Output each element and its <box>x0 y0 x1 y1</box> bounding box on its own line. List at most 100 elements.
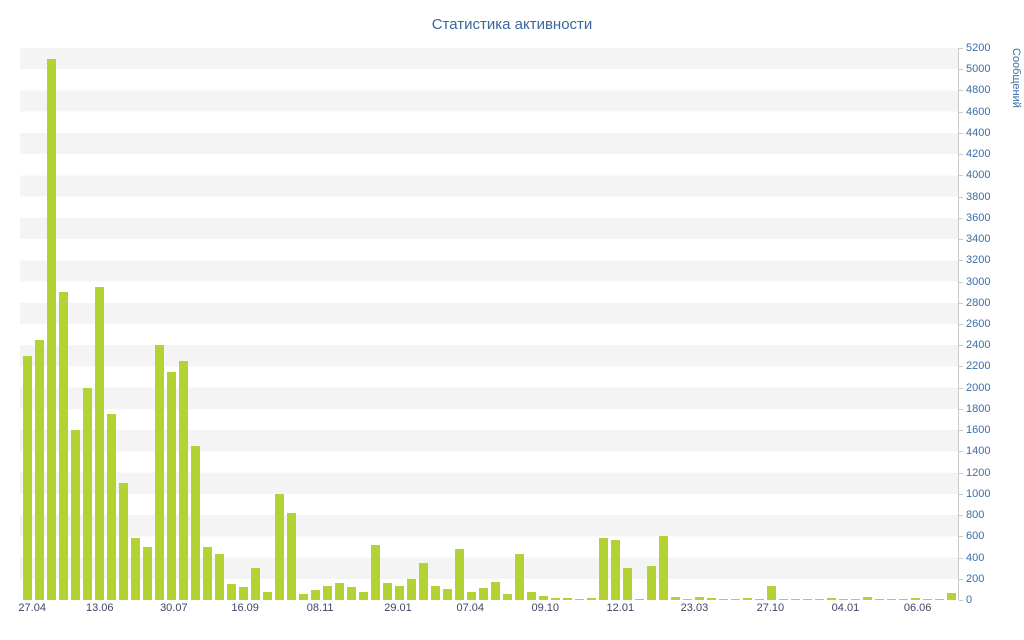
y-tick-mark <box>959 175 963 177</box>
bar <box>250 568 260 600</box>
bar <box>298 593 308 600</box>
bar <box>838 599 848 600</box>
bar <box>646 566 656 600</box>
y-tick-label: 200 <box>966 572 985 585</box>
x-tick-label: 07.04 <box>456 602 484 614</box>
y-tick-label: 3800 <box>966 190 991 203</box>
y-tick-mark <box>959 196 963 198</box>
bar <box>478 588 488 600</box>
bar <box>274 493 284 600</box>
bar <box>934 598 944 600</box>
y-tick-label: 4800 <box>966 84 991 97</box>
y-tick-mark <box>959 451 963 453</box>
y-tick-mark <box>959 430 963 432</box>
y-tick-mark <box>959 472 963 474</box>
y-tick-label: 1600 <box>966 424 991 437</box>
bar <box>442 589 452 600</box>
bar <box>622 568 632 600</box>
x-tick-label: 08.11 <box>306 602 334 614</box>
bar <box>658 536 668 600</box>
y-tick-label: 4400 <box>966 126 991 139</box>
y-tick-mark <box>959 536 963 538</box>
y-tick-mark <box>959 324 963 325</box>
bar <box>862 596 872 600</box>
bar <box>286 512 296 600</box>
bar <box>514 554 524 600</box>
bar <box>214 554 224 600</box>
y-tick-mark <box>959 48 963 49</box>
bar <box>826 597 836 600</box>
bar <box>370 544 380 600</box>
bar <box>490 581 500 600</box>
bar <box>22 355 32 600</box>
y-tick-label: 2600 <box>966 318 991 330</box>
bars <box>20 48 958 600</box>
bar <box>334 583 344 600</box>
y-tick-label: 5200 <box>966 42 991 54</box>
y-tick-label: 5000 <box>966 63 991 76</box>
bar <box>766 586 776 600</box>
y-tick-mark <box>959 578 963 580</box>
bar <box>550 597 560 600</box>
y-tick-mark <box>959 600 963 601</box>
x-tick-label: 29.01 <box>384 602 412 614</box>
x-tick-label: 12.01 <box>606 602 635 614</box>
bar <box>910 597 920 600</box>
bar <box>610 539 620 600</box>
y-tick-mark <box>959 217 963 219</box>
x-tick-label: 16.09 <box>231 602 259 614</box>
bar <box>322 586 332 600</box>
bar <box>886 598 896 600</box>
y-tick-mark <box>959 408 963 410</box>
y-tick-mark <box>959 132 963 134</box>
bar <box>538 595 548 600</box>
y-tick-mark <box>959 493 963 495</box>
y-tick-mark <box>959 281 963 283</box>
bar <box>598 538 608 600</box>
y-tick-mark <box>959 557 963 559</box>
x-tick-label: 09.10 <box>531 602 560 614</box>
bar <box>586 597 596 600</box>
y-tick-label: 1800 <box>966 402 991 415</box>
y-tick-mark <box>959 90 963 92</box>
y-tick-mark <box>959 69 963 71</box>
bar <box>562 597 572 600</box>
bar <box>226 584 236 600</box>
y-tick-label: 2200 <box>966 360 991 373</box>
bar <box>130 538 140 600</box>
bar <box>166 371 176 600</box>
bar <box>706 597 716 600</box>
bar <box>670 596 680 600</box>
bar <box>34 339 44 600</box>
bar <box>310 590 320 600</box>
x-tick-label: 04.01 <box>831 602 860 614</box>
y-tick-mark <box>959 387 963 389</box>
bar <box>190 446 200 600</box>
bar <box>46 58 56 600</box>
bar <box>682 598 692 600</box>
x-tick-label: 27.10 <box>756 602 785 614</box>
bar <box>730 598 740 600</box>
y-tick-mark <box>959 111 963 113</box>
bar <box>814 598 824 600</box>
y-tick-label: 0 <box>966 594 973 606</box>
bar <box>778 598 788 600</box>
bar <box>70 430 80 600</box>
y-tick-label: 800 <box>966 509 985 522</box>
x-axis-labels: 27.04 13.06 30.07 16.09 08.11 29.01 07.04 09.10… <box>18 602 958 618</box>
x-tick-label: 06.06 <box>903 602 932 614</box>
y-tick-label: 400 <box>966 551 985 564</box>
bar <box>742 597 752 600</box>
bar <box>694 596 704 600</box>
y-tick-label: 1000 <box>966 487 991 500</box>
y-tick-label: 4000 <box>966 169 991 182</box>
bar <box>502 593 512 600</box>
bar <box>178 361 188 600</box>
y-tick-label: 3600 <box>966 211 991 224</box>
x-tick-label: 23.03 <box>680 602 709 614</box>
bar <box>454 549 464 600</box>
bar <box>574 598 584 600</box>
bar <box>346 587 356 600</box>
y-tick-mark <box>959 260 963 262</box>
